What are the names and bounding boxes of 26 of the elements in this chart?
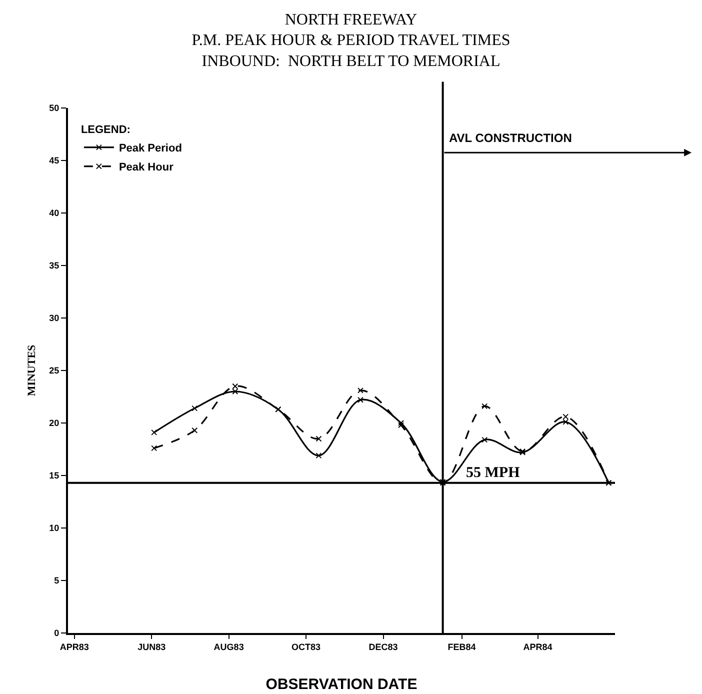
ref-line-label: 55 MPH <box>466 465 520 481</box>
x-axis-title: OBSERVATION DATE <box>266 676 418 693</box>
y-tick-label: 45 <box>49 156 60 166</box>
y-tick-label: 25 <box>49 366 60 376</box>
legend-label: Peak Hour <box>118 162 174 174</box>
y-tick-label: 15 <box>49 470 60 481</box>
x-tick-label: AUG83 <box>214 642 244 652</box>
chart-title: NORTH FREEWAY P.M. PEAK HOUR & PERIOD TRAVEL TIMES INBOUND: NORTH BELT TO MEMORIAL <box>192 11 510 70</box>
x-tick-label: APR83 <box>60 642 89 652</box>
legend-title: LEGEND: <box>80 124 130 136</box>
y-tick-label: 40 <box>49 208 60 218</box>
y-tick-label: 20 <box>49 418 60 428</box>
y-tick-label: 35 <box>49 260 60 271</box>
x-tick-label: DEC83 <box>368 642 398 652</box>
y-tick-label: 5 <box>54 576 60 586</box>
x-tick-label: APR84 <box>523 642 552 652</box>
y-tick-label: 50 <box>49 103 60 114</box>
y-axis-title: MINUTES <box>26 344 38 396</box>
y-tick-label: 30 <box>49 313 60 324</box>
x-tick-label: FEB84 <box>448 642 476 652</box>
legend-label: Peak Period <box>118 142 182 155</box>
ref-line-label: AVL CONSTRUCTION <box>449 131 572 145</box>
x-tick-label: JUN83 <box>138 642 166 652</box>
x-tick-label: OCT83 <box>292 642 321 652</box>
y-tick-label: 0 <box>54 628 60 638</box>
y-tick-label: 10 <box>49 523 60 534</box>
